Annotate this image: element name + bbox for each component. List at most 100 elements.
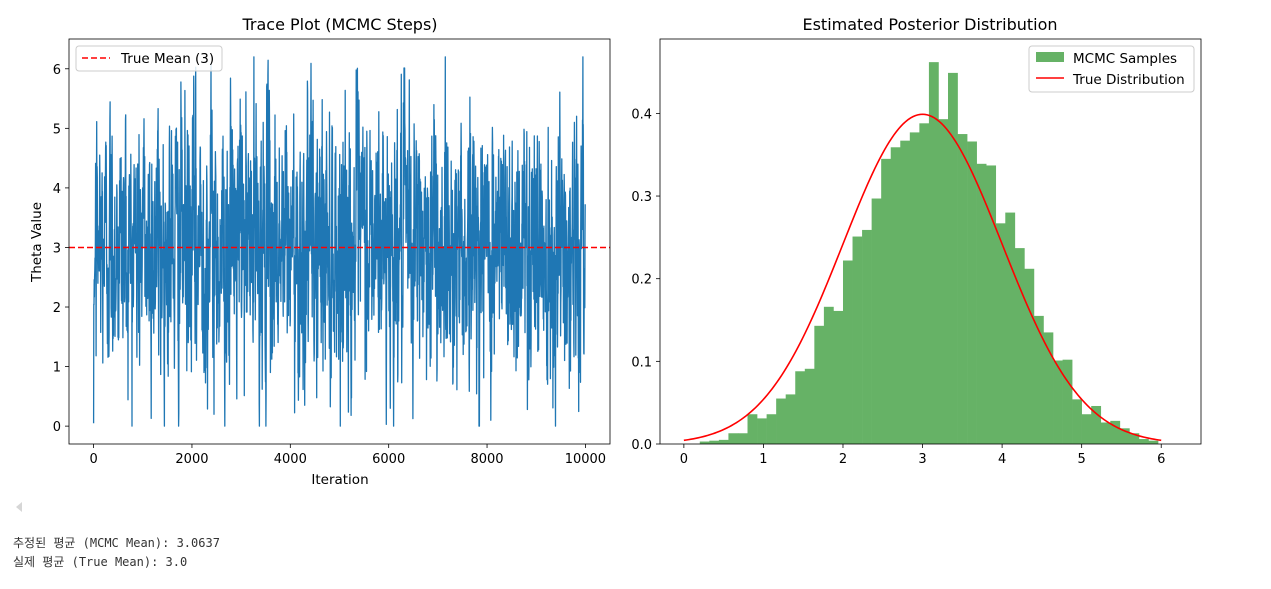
histogram-bar [699,441,710,444]
trace-x-label: Iteration [311,472,368,488]
posterior-legend: MCMC Samples True Distribution [1028,45,1195,93]
y-tick-label: 5 [53,122,61,137]
x-tick-label: 10000 [565,452,606,467]
posterior-plot: Estimated Posterior Distribution 0 1 2 3 4 5 6… [631,15,1202,467]
x-tick-label: 2000 [175,452,208,467]
histogram-bar [871,198,882,444]
histogram-bar [709,440,720,444]
histogram-bar [718,439,729,444]
histogram-bar [919,123,930,444]
y-tick-label: 3 [53,241,61,256]
trace-x-ticks: 0 2000 4000 6000 8000 10000 [89,444,606,467]
histogram-bar [938,119,949,445]
histogram-bar [1119,428,1130,444]
histogram-bar [1129,433,1140,444]
histogram-bar [1043,332,1054,444]
legend-patch-icon [1036,52,1064,62]
histogram-bar [852,236,863,444]
histogram-bar [976,163,987,444]
x-tick-label: 3 [918,452,926,467]
x-tick-label: 5 [1078,452,1086,467]
histogram-bar [1100,422,1111,444]
histogram-bar [995,223,1006,444]
trace-legend-label: True Mean (3) [120,51,214,67]
posterior-x-ticks: 0 1 2 3 4 5 6 [680,444,1165,467]
true-distribution-curve [683,113,1162,442]
trace-title: Trace Plot (MCMC Steps) [241,15,437,34]
histogram-bar [1072,399,1082,444]
histogram-bar [986,165,997,444]
histogram-bar [1138,439,1149,444]
posterior-title: Estimated Posterior Distribution [802,15,1057,34]
posterior-frame [659,38,1202,445]
histogram-bar [957,134,968,445]
x-tick-label: 2 [839,452,847,467]
x-tick-label: 1 [759,452,767,467]
histogram-bar [842,260,853,444]
histogram-bar [862,229,872,444]
histogram-bar [1033,315,1044,444]
console-output: 추정된 평균 (MCMC Mean): 3.0637 실제 평균 (True M… [13,534,220,572]
histogram-bars [699,62,1159,445]
x-tick-label: 4000 [274,452,307,467]
y-tick-label: 4 [53,182,61,197]
x-tick-label: 8000 [470,452,503,467]
histogram-bar [1110,420,1121,444]
y-tick-label: 1 [53,361,61,376]
histogram-bar [900,140,911,444]
histogram-bar [728,433,739,444]
y-tick-label: 0.3 [631,190,652,205]
histogram-bar [823,306,834,444]
output-scroll-left-icon[interactable] [16,502,22,512]
histogram-bar [776,398,787,444]
histogram-bar [1053,360,1063,444]
legend-label-true: True Distribution [1072,72,1185,88]
x-tick-label: 6 [1157,452,1165,467]
trace-legend-box [75,45,223,72]
trace-frame [68,38,611,445]
posterior-y-ticks: 0.0 0.1 0.2 0.3 0.4 [631,107,660,453]
histogram-bar [833,310,844,444]
y-tick-label: 0.0 [631,438,652,453]
trace-y-ticks: 0 1 2 3 4 5 6 [53,63,69,435]
histogram-bar [1148,440,1159,444]
histogram-bar [1005,212,1016,444]
posterior-legend-box [1028,45,1195,93]
trace-series [92,56,586,427]
histogram-bar [757,418,767,444]
trace-legend: True Mean (3) [75,45,223,72]
histogram-bar [881,158,892,444]
histogram-bar [814,325,825,444]
y-tick-label: 0.2 [631,273,652,288]
histogram-bar [909,132,920,444]
histogram-bar [1062,359,1073,444]
legend-label-mcmc: MCMC Samples [1073,51,1177,67]
histogram-bar [928,62,939,444]
x-tick-label: 0 [680,452,688,467]
x-tick-label: 4 [998,452,1006,467]
histogram-bar [1091,405,1102,444]
histogram-bar [747,414,758,444]
trace-plot: Trace Plot (MCMC Steps) 0 2000 4000 6000 800… [29,15,611,488]
output-line-mcmc-mean: 추정된 평균 (MCMC Mean): 3.0637 [13,536,220,550]
histogram-bar [766,414,777,444]
histogram-bar [804,368,815,444]
output-line-true-mean: 실제 평균 (True Mean): 3.0 [13,555,188,569]
histogram-bar [1081,414,1092,444]
histogram-bar [737,433,748,444]
x-tick-label: 6000 [372,452,405,467]
histogram-bar [948,72,958,444]
y-tick-label: 2 [53,301,61,316]
y-tick-label: 0.1 [631,355,652,370]
y-tick-label: 0.4 [631,107,652,122]
histogram-bar [890,147,901,444]
trace-line [92,56,586,427]
y-tick-label: 6 [53,63,61,78]
histogram-bar [785,394,796,444]
histogram-bar [1014,248,1025,444]
histogram-bar [795,371,806,444]
histogram-bar [967,141,977,445]
x-tick-label: 0 [89,452,97,467]
histogram-bar [1024,268,1035,444]
